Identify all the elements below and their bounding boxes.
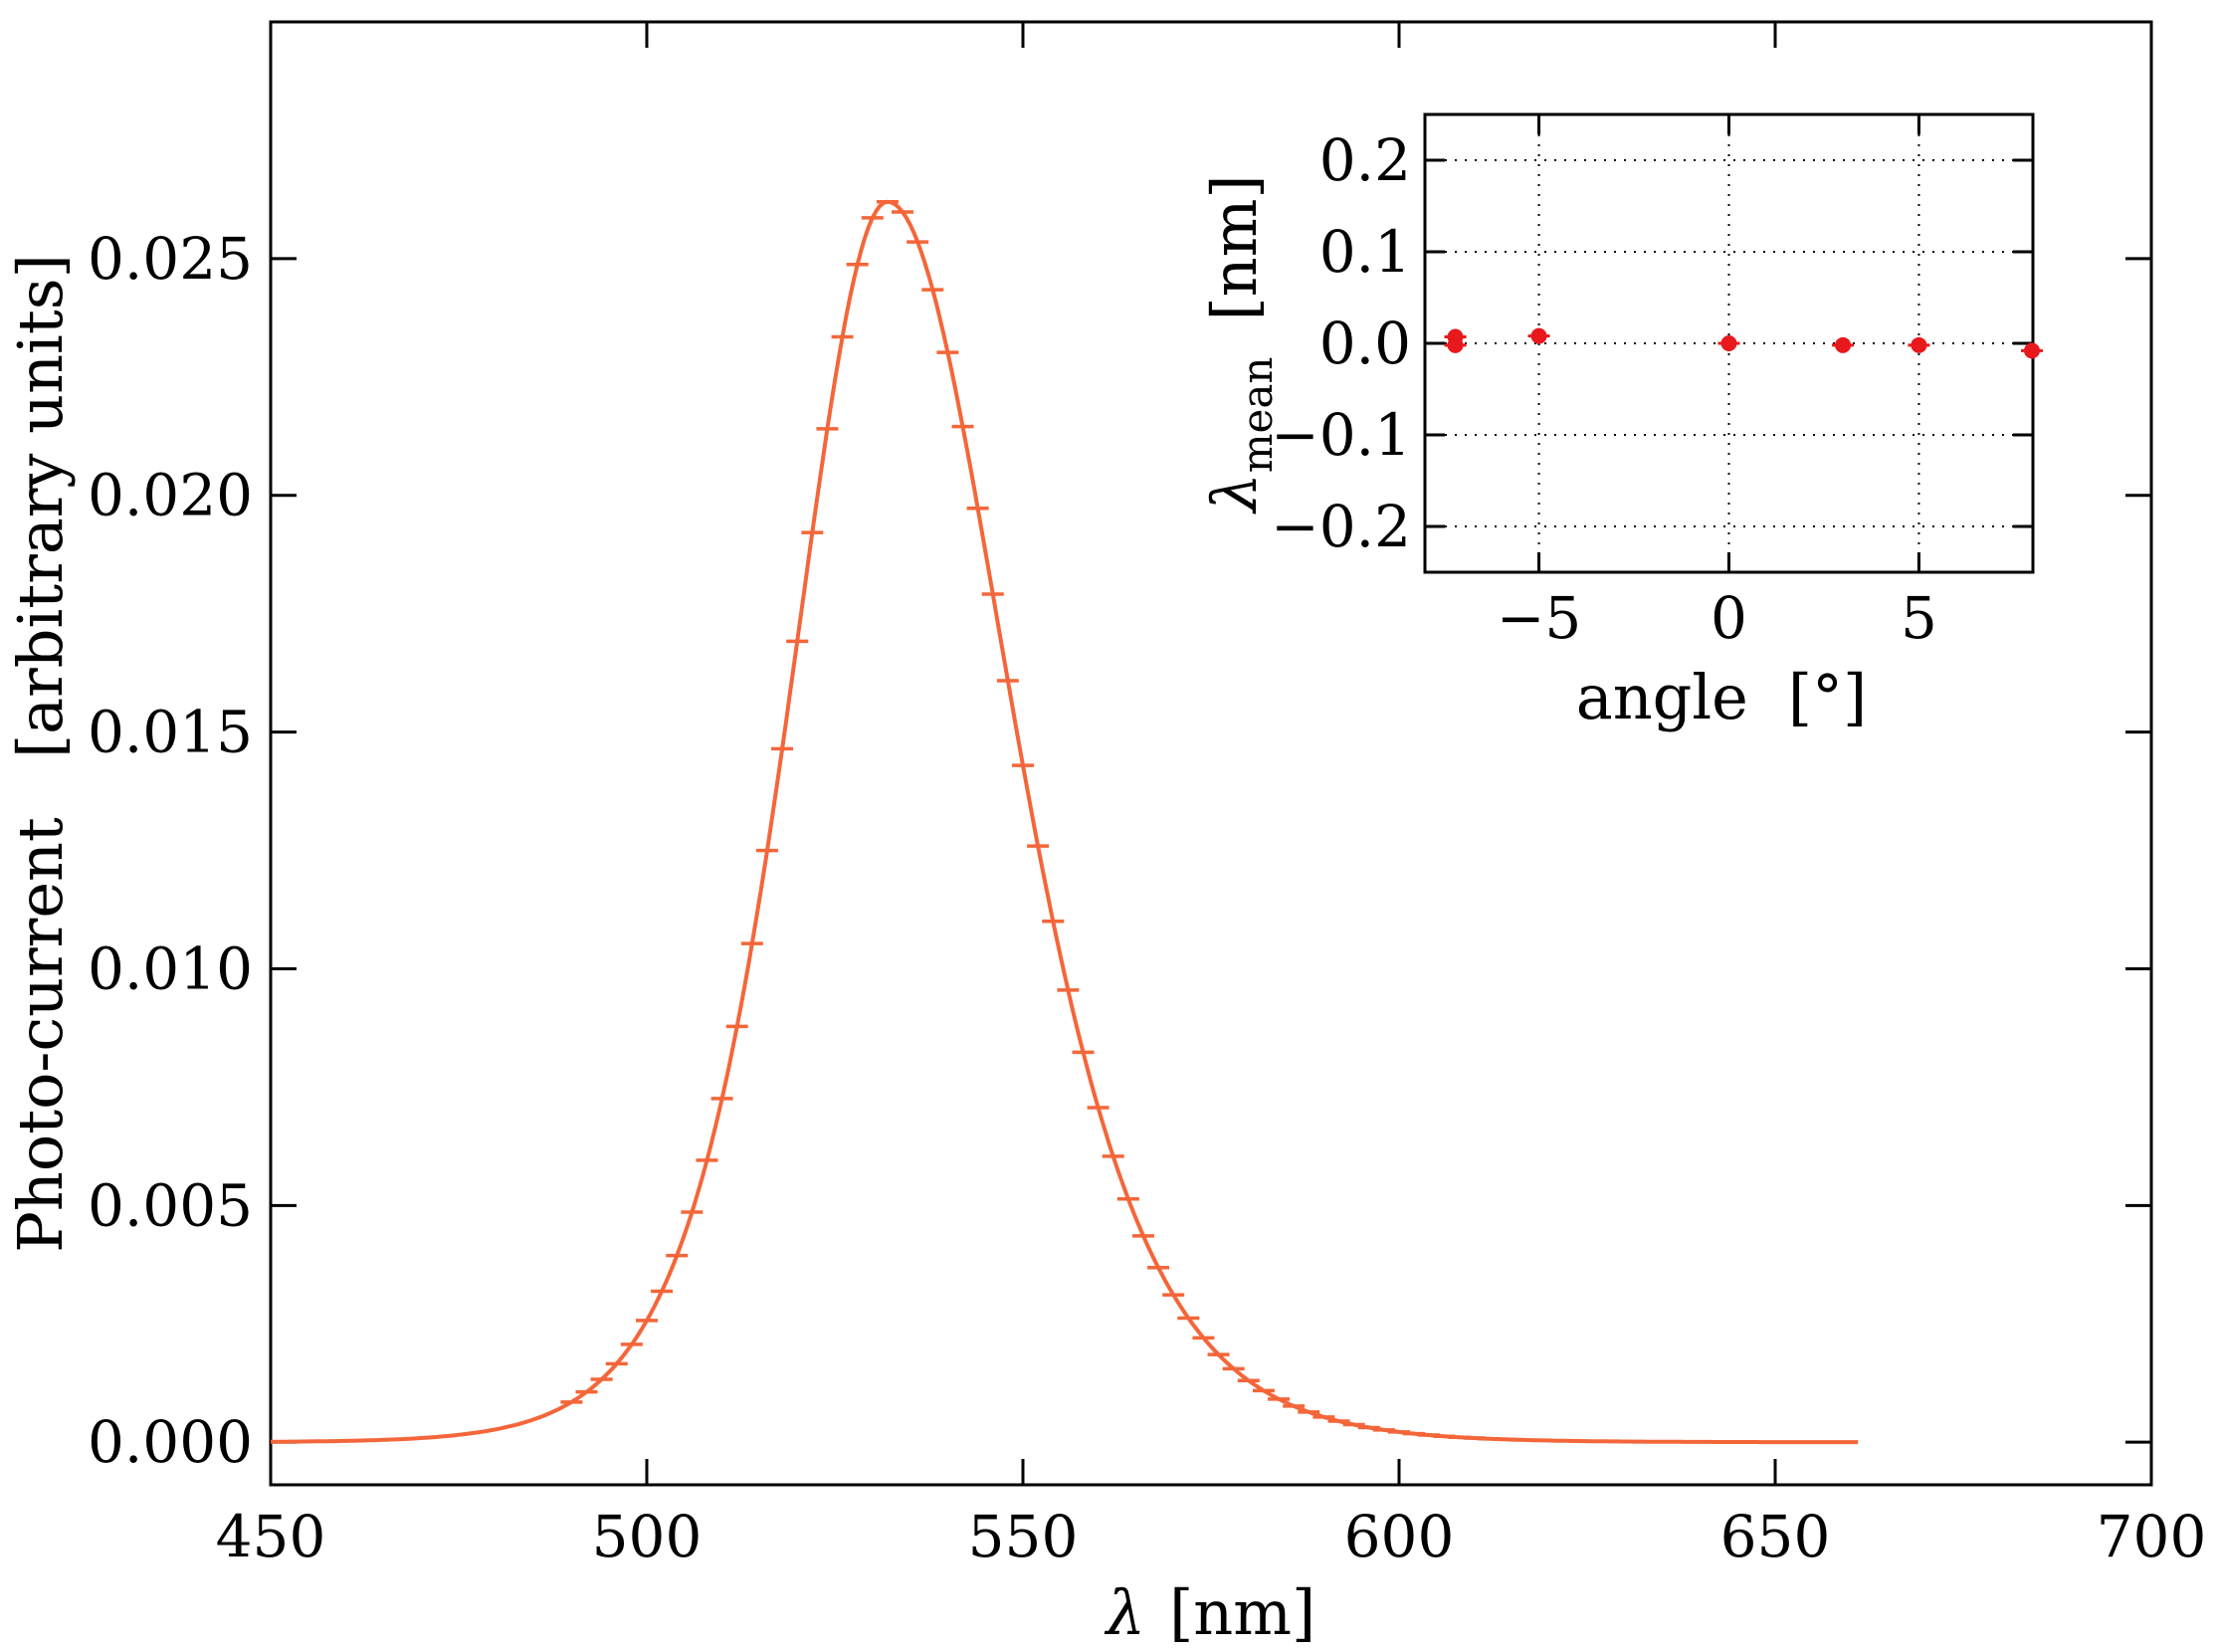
main-y-axis-label: Photo-current [arbitrary units]	[4, 254, 77, 1253]
inset-plot: −5 0 5 0.2 0.1 0.0 −0.1 −0.2 angle [°] λmean [nm…	[1198, 112, 2043, 733]
main-x-tick-label: 450	[216, 1503, 326, 1570]
main-y-tick-label: 0.010	[88, 934, 253, 1002]
inset-y-axis-symbol: λ	[1198, 473, 1271, 515]
inset-x-ticks: −5 0 5	[1497, 114, 1937, 652]
main-y-tick-label: 0.025	[88, 225, 253, 293]
inset-x-tick-label: −5	[1497, 584, 1582, 652]
inset-y-axis-subscript: mean	[1233, 357, 1282, 474]
inset-x-axis-label: angle [°]	[1576, 661, 1868, 733]
main-x-tick-label: 650	[1720, 1503, 1831, 1570]
photo-current-curve	[270, 199, 1859, 1445]
inset-y-tick-label: −0.2	[1271, 493, 1411, 560]
main-y-tick-label: 0.015	[88, 699, 253, 766]
main-x-tick-label: 500	[592, 1503, 703, 1570]
inset-y-tick-label: 0.2	[1319, 126, 1411, 194]
main-y-tick-label: 0.000	[88, 1408, 253, 1476]
inset-y-ticks: 0.2 0.1 0.0 −0.1 −0.2	[1271, 126, 2033, 560]
main-x-tick-label: 700	[2097, 1503, 2207, 1570]
main-error-bars	[560, 200, 1515, 1442]
inset-x-tick-label: 0	[1711, 584, 1747, 652]
inset-data-point	[1835, 336, 1852, 353]
inset-y-tick-label: −0.1	[1271, 401, 1411, 469]
inset-data-points	[1444, 327, 2043, 359]
main-x-tick-label: 600	[1344, 1503, 1455, 1570]
inset-data-point	[1720, 335, 1737, 351]
main-x-axis-unit: [nm]	[1169, 1576, 1315, 1649]
main-x-axis-symbol: λ	[1104, 1576, 1145, 1649]
main-y-tick-label: 0.020	[88, 462, 253, 529]
inset-y-axis-unit: [nm]	[1198, 174, 1271, 320]
inset-data-point	[1447, 336, 1464, 353]
main-plot-frame	[269, 20, 2153, 1487]
inset-x-tick-label: 5	[1901, 584, 1937, 652]
inset-data-point	[1911, 336, 1927, 353]
inset-data-point	[2024, 342, 2040, 359]
inset-y-axis-label: λmean [nm]	[1198, 174, 1282, 515]
main-plot: 450 500 550 600 650 700 0.0000.0050.0100.0150…	[4, 20, 2207, 1649]
inset-x-axis-name: angle	[1576, 661, 1748, 733]
inset-y-tick-label: 0.0	[1319, 310, 1411, 377]
inset-x-axis-unit: [°]	[1788, 661, 1867, 733]
main-y-tick-label: 0.005	[88, 1171, 253, 1239]
main-x-tick-label: 550	[968, 1503, 1079, 1570]
inset-y-tick-label: 0.1	[1319, 218, 1411, 286]
main-x-axis-label: λ [nm]	[1104, 1576, 1315, 1649]
main-x-ticks: 450 500 550 600 650 700	[216, 22, 2207, 1570]
inset-data-point	[1530, 327, 1547, 344]
